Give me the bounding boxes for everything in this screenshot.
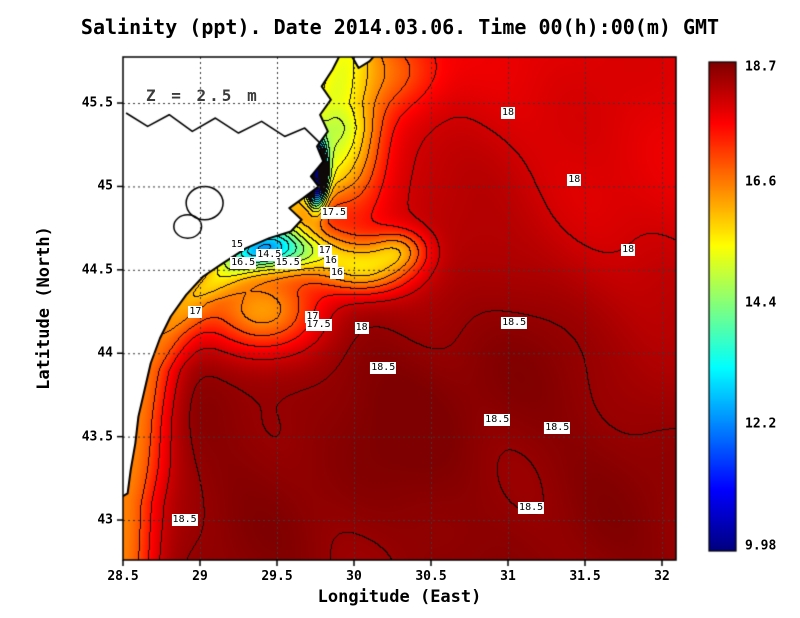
x-tick-label: 31 [500,569,516,584]
x-tick-label: 30 [346,569,362,584]
contour-label: 18 [621,243,636,256]
colorbar-tick-label: 14.4 [745,295,777,311]
y-tick-label: 43.5 [81,429,113,445]
contour-label: 17 [188,305,203,318]
contour-label: 18.5 [370,362,397,375]
contour-label: 17.5 [305,318,332,331]
contour-label: 18.5 [484,413,511,426]
x-tick-label: 31.5 [569,569,601,584]
x-tick-label: 29 [192,569,208,584]
y-tick-label: 45.5 [81,95,113,111]
y-tick-label: 44.5 [81,262,113,278]
y-tick-label: 45 [97,178,113,194]
contour-label: 18.5 [544,422,571,435]
contour-label: 18.5 [171,514,198,527]
y-tick-label: 43 [97,512,113,528]
contour-label: 18.5 [518,502,545,515]
contour-label: 15 [229,238,244,251]
contour-label: 18 [354,322,369,335]
figure-title: Salinity (ppt). Date 2014.03.06. Time 00… [80,15,720,39]
x-tick-label: 29.5 [261,569,293,584]
contour-label: 16 [323,255,338,268]
colorbar-tick-label: 12.2 [745,416,777,432]
colorbar-tick-label: 18.7 [745,59,777,75]
contour-label: 16.5 [230,257,257,270]
x-tick-label: 30.5 [415,569,447,584]
contour-label: 17 [317,245,332,258]
y-tick-label: 44 [97,345,113,361]
colorbar-tick-label: 16.6 [745,174,777,190]
contour-label: 15.5 [274,257,301,270]
y-axis-label: Latitude (North) [34,226,54,390]
contour-label: 18 [500,107,516,120]
x-axis-label: Longitude (East) [317,587,482,607]
x-tick-label: 28.5 [107,569,139,584]
contour-label: 18.5 [501,317,528,330]
depth-annotation: Z = 2.5 m [146,86,260,105]
colorbar-tick-label: 9.98 [745,538,777,554]
contour-label: 16 [330,267,345,280]
x-tick-label: 32 [654,569,670,584]
contour-label: 18 [567,173,582,186]
contour-label: 17.5 [320,207,348,220]
